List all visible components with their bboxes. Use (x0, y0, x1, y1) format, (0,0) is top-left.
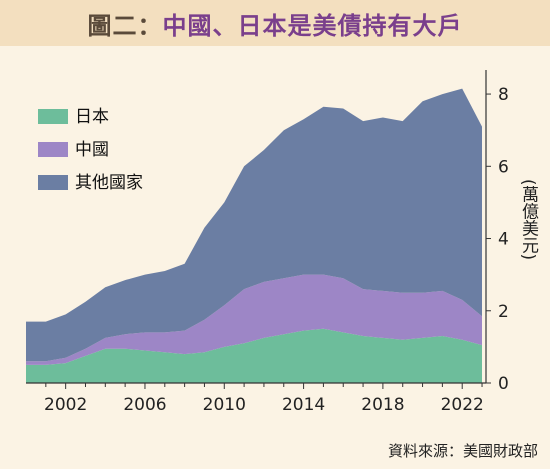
series-area-2 (26, 88, 482, 362)
x-tick-label: 2010 (203, 395, 246, 415)
legend-swatch-2 (38, 175, 68, 190)
y-tick-label: 6 (498, 157, 509, 177)
y-tick-label: 8 (498, 85, 509, 105)
x-tick-label: 2006 (123, 395, 166, 415)
stacked-area-chart: 2002 2006 2010 2014 2018 2022 0 2 4 6 8 (萬億美元) 日本中國其… (26, 70, 539, 415)
y-axis-label: (萬億美元) (518, 179, 539, 260)
legend-swatch-0 (38, 109, 68, 124)
x-tick-label: 2002 (44, 395, 87, 415)
y-tick-label: 4 (498, 230, 509, 250)
x-tick-label: 2022 (441, 395, 484, 415)
y-tick-label: 0 (498, 374, 509, 394)
title-prefix: 圖二： (87, 11, 163, 40)
source-note: 資料來源：美國財政部 (387, 442, 538, 460)
legend-label-1: 中國 (75, 140, 109, 160)
x-tick-label: 2018 (361, 395, 404, 415)
x-tick-label: 2014 (282, 395, 325, 415)
legend-label-2: 其他國家 (75, 173, 143, 193)
chart-title: 圖二： 中國、日本是美債持有大戶 (0, 0, 550, 46)
series-area-0 (26, 328, 482, 383)
legend-swatch-1 (38, 142, 68, 157)
y-tick-label: 2 (498, 302, 509, 322)
title-text: 中國、日本是美債持有大戶 (162, 11, 463, 40)
legend-label-0: 日本 (75, 107, 109, 127)
series-area-1 (26, 274, 482, 365)
